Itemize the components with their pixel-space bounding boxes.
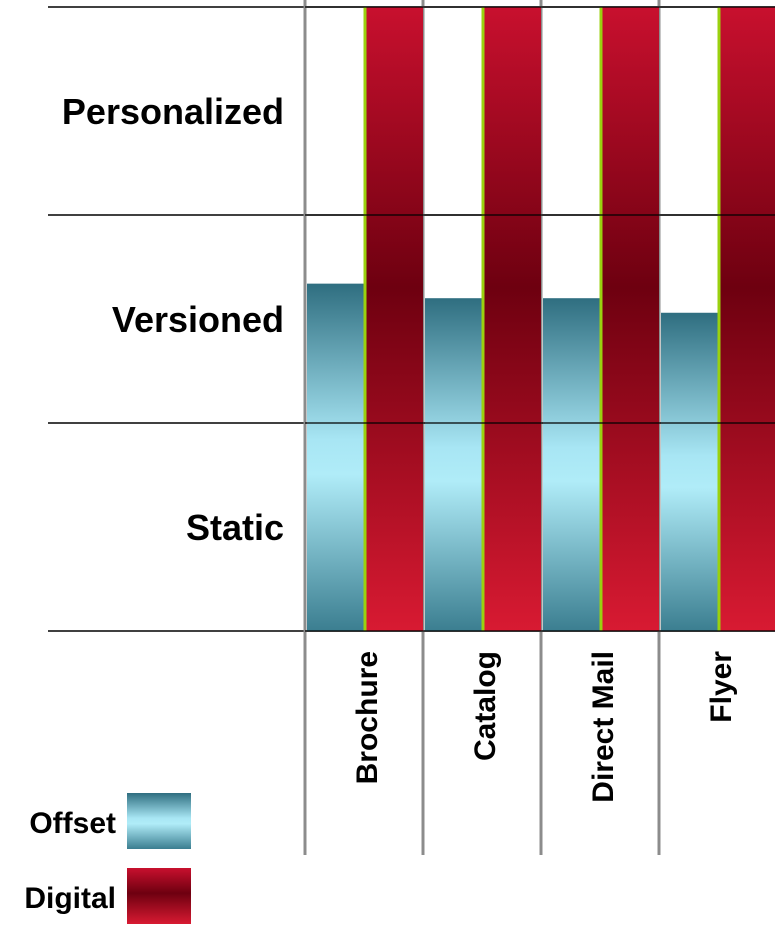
- offset-bar: [661, 312, 719, 631]
- category-label: Catalog: [469, 651, 502, 761]
- digital-bar: [719, 7, 775, 631]
- category-label: Brochure: [351, 651, 384, 784]
- legend-swatch: [127, 793, 191, 849]
- category-label: Direct Mail: [587, 651, 620, 803]
- digital-bar: [483, 7, 541, 631]
- legend-label: Offset: [29, 807, 116, 840]
- offset-bar: [425, 298, 483, 631]
- digital-bar: [365, 7, 423, 631]
- legend-label: Digital: [24, 882, 116, 915]
- digital-bar: [601, 7, 659, 631]
- offset-bar: [307, 283, 365, 631]
- category-label: Flyer: [705, 651, 738, 723]
- y-level-label: Versioned: [112, 299, 284, 340]
- legend-swatch: [127, 868, 191, 924]
- y-level-label: Static: [186, 507, 284, 548]
- offset-bar: [543, 298, 601, 631]
- y-level-label: Personalized: [62, 91, 284, 132]
